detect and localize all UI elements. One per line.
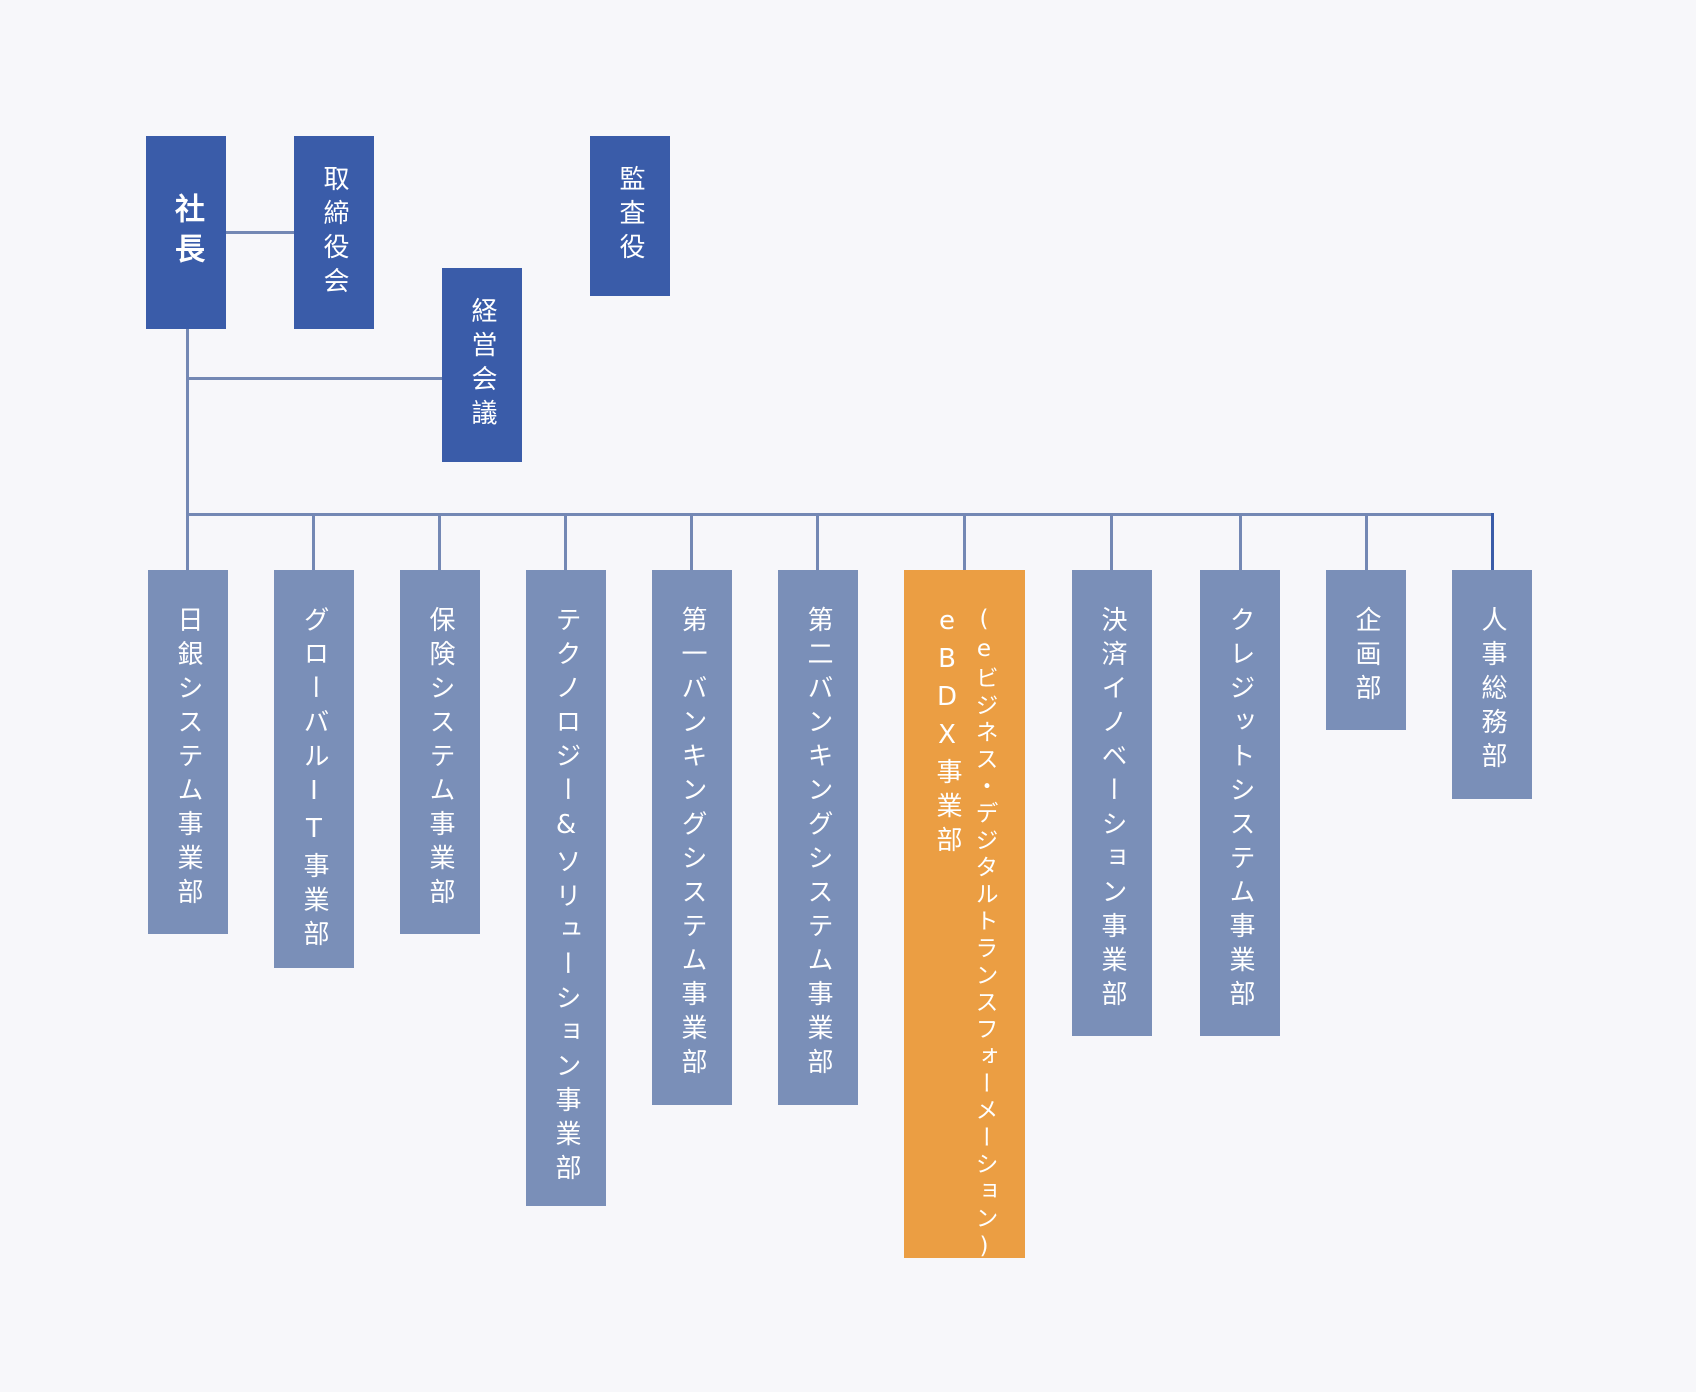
connector-dept-7 (963, 513, 966, 570)
connector-dept-5 (690, 513, 693, 570)
dept-planning-label: 企画部 (1351, 606, 1381, 708)
dept-global-it[interactable]: グローバルIT事業部 (274, 570, 354, 968)
dept-ebdx-subtitle: (eビジネス・デジタルトランスフォーメーション) (971, 606, 997, 1263)
dept-hr-general-affairs[interactable]: 人事総務部 (1452, 570, 1532, 799)
dept-credit-systems[interactable]: クレジットシステム事業部 (1200, 570, 1280, 1036)
president-box[interactable]: 社長 (146, 136, 226, 329)
dept-ebdx[interactable]: eBDX事業部 (eビジネス・デジタルトランスフォーメーション) (904, 570, 1025, 1263)
dept-first-banking-systems-label: 第一バンキングシステム事業部 (677, 606, 707, 1082)
dept-technology-solutions[interactable]: テクノロジー&ソリューション事業部 (526, 570, 606, 1206)
dept-payment-innovation-label: 決済イノベーション事業部 (1097, 606, 1127, 1014)
dept-insurance-systems-label: 保険システム事業部 (425, 606, 455, 912)
connector-dept-11 (1491, 513, 1494, 570)
connector-dept-6 (816, 513, 819, 570)
dept-boj-systems[interactable]: 日銀システム事業部 (148, 570, 228, 934)
auditor-label: 監査役 (615, 165, 645, 267)
connector-dept-1 (186, 513, 189, 570)
dept-second-banking-systems[interactable]: 第二バンキングシステム事業部 (778, 570, 858, 1105)
connector-management-meeting (186, 377, 443, 380)
dept-global-it-label: グローバルIT事業部 (299, 606, 329, 954)
dept-credit-systems-label: クレジットシステム事業部 (1225, 606, 1255, 1014)
board-box[interactable]: 取締役会 (294, 136, 374, 329)
auditor-box[interactable]: 監査役 (590, 136, 670, 296)
connector-dept-3 (438, 513, 441, 570)
management-meeting-box[interactable]: 経営会議 (442, 268, 522, 462)
president-label: 社長 (169, 192, 204, 273)
dept-ebdx-label: eBDX事業部 (932, 606, 962, 860)
connector-department-bus (186, 513, 1493, 516)
connector-dept-2 (312, 513, 315, 570)
connector-dept-10 (1365, 513, 1368, 570)
dept-insurance-systems[interactable]: 保険システム事業部 (400, 570, 480, 934)
dept-boj-systems-label: 日銀システム事業部 (173, 606, 203, 912)
dept-planning[interactable]: 企画部 (1326, 570, 1406, 730)
connector-dept-9 (1239, 513, 1242, 570)
dept-technology-solutions-label: テクノロジー&ソリューション事業部 (551, 606, 581, 1188)
management-meeting-label: 経営会議 (467, 297, 497, 433)
connector-president-trunk (186, 329, 189, 569)
dept-hr-general-affairs-label: 人事総務部 (1477, 606, 1507, 776)
dept-second-banking-systems-label: 第二バンキングシステム事業部 (803, 606, 833, 1082)
connector-president-board (223, 231, 296, 234)
connector-dept-8 (1110, 513, 1113, 570)
connector-dept-4 (564, 513, 567, 570)
board-label: 取締役会 (319, 164, 349, 301)
dept-first-banking-systems[interactable]: 第一バンキングシステム事業部 (652, 570, 732, 1105)
dept-payment-innovation[interactable]: 決済イノベーション事業部 (1072, 570, 1152, 1036)
